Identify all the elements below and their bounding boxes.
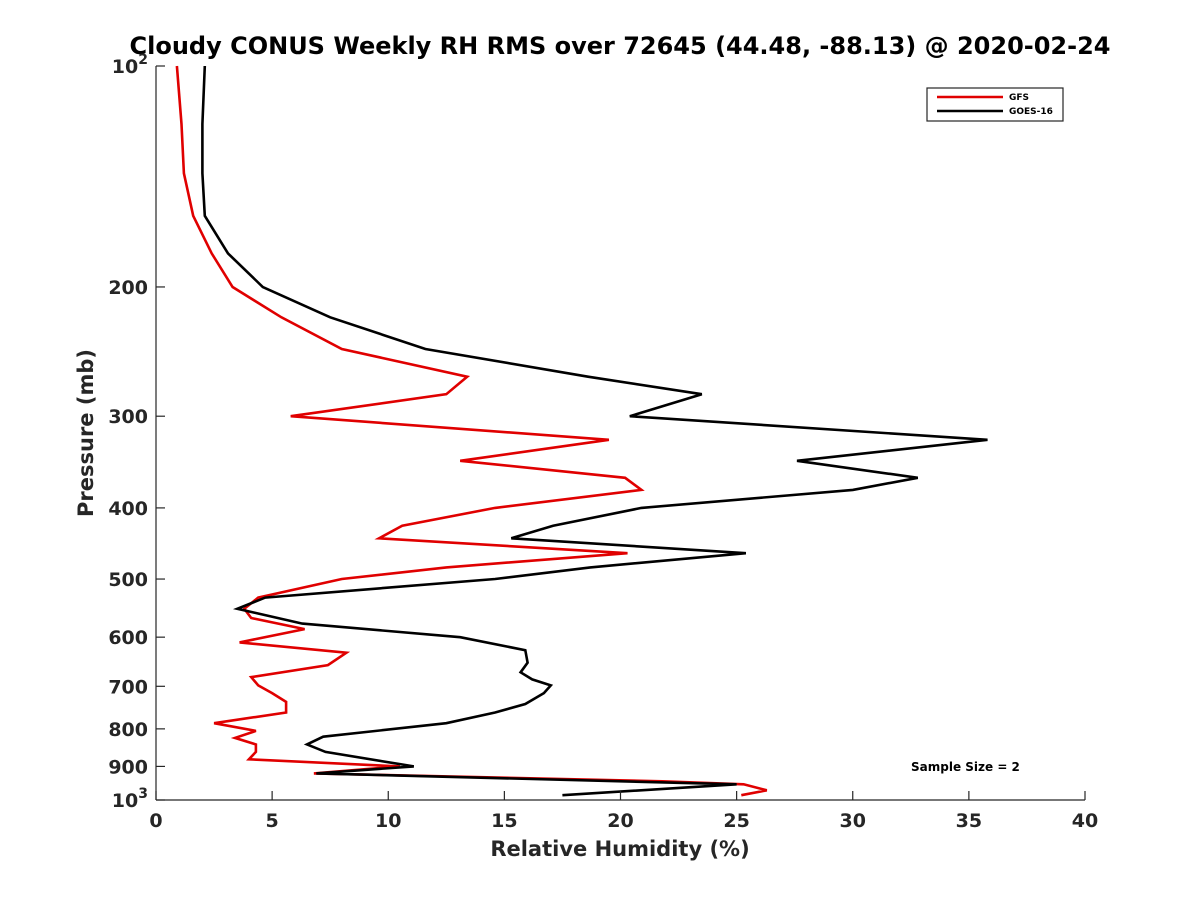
y-tick-label: 400 <box>108 498 148 520</box>
y-axis-label: Pressure (mb) <box>74 349 98 517</box>
sample-size-annotation: Sample Size = 2 <box>911 760 1020 774</box>
x-tick-label: 25 <box>723 810 749 832</box>
x-tick-label: 40 <box>1072 810 1098 832</box>
chart-title: Cloudy CONUS Weekly RH RMS over 72645 (4… <box>130 32 1111 60</box>
y-tick-label: 300 <box>108 406 148 428</box>
x-tick-label: 15 <box>491 810 517 832</box>
series-line-goes16 <box>201 65 988 797</box>
x-tick-label: 20 <box>607 810 633 832</box>
chart-legend: GFS GOES-16 <box>926 87 1064 122</box>
legend-label-gfs: GFS <box>1009 93 1029 103</box>
y-tick-label: 900 <box>108 756 148 778</box>
y-tick-label: 200 <box>108 277 148 299</box>
legend-box <box>926 87 1064 122</box>
y-tick-label: 102 <box>112 52 148 78</box>
y-tick-label: 700 <box>108 676 148 698</box>
x-tick-label: 0 <box>149 810 162 832</box>
series-line-gfs <box>175 65 768 797</box>
y-tick-label: 800 <box>108 719 148 741</box>
x-tick-label: 30 <box>840 810 866 832</box>
y-tick-label: 500 <box>108 569 148 591</box>
plot-area <box>175 65 988 797</box>
legend-label-goes16: GOES-16 <box>1009 107 1053 117</box>
axes: 0 5 10 15 20 25 30 35 40 102 200 300 400 500 600 700 800… <box>108 52 1098 832</box>
x-tick-label: 35 <box>956 810 982 832</box>
y-tick-label: 600 <box>108 627 148 649</box>
x-axis-label: Relative Humidity (%) <box>490 837 749 861</box>
x-tick-label: 5 <box>266 810 279 832</box>
x-tick-label: 10 <box>375 810 401 832</box>
